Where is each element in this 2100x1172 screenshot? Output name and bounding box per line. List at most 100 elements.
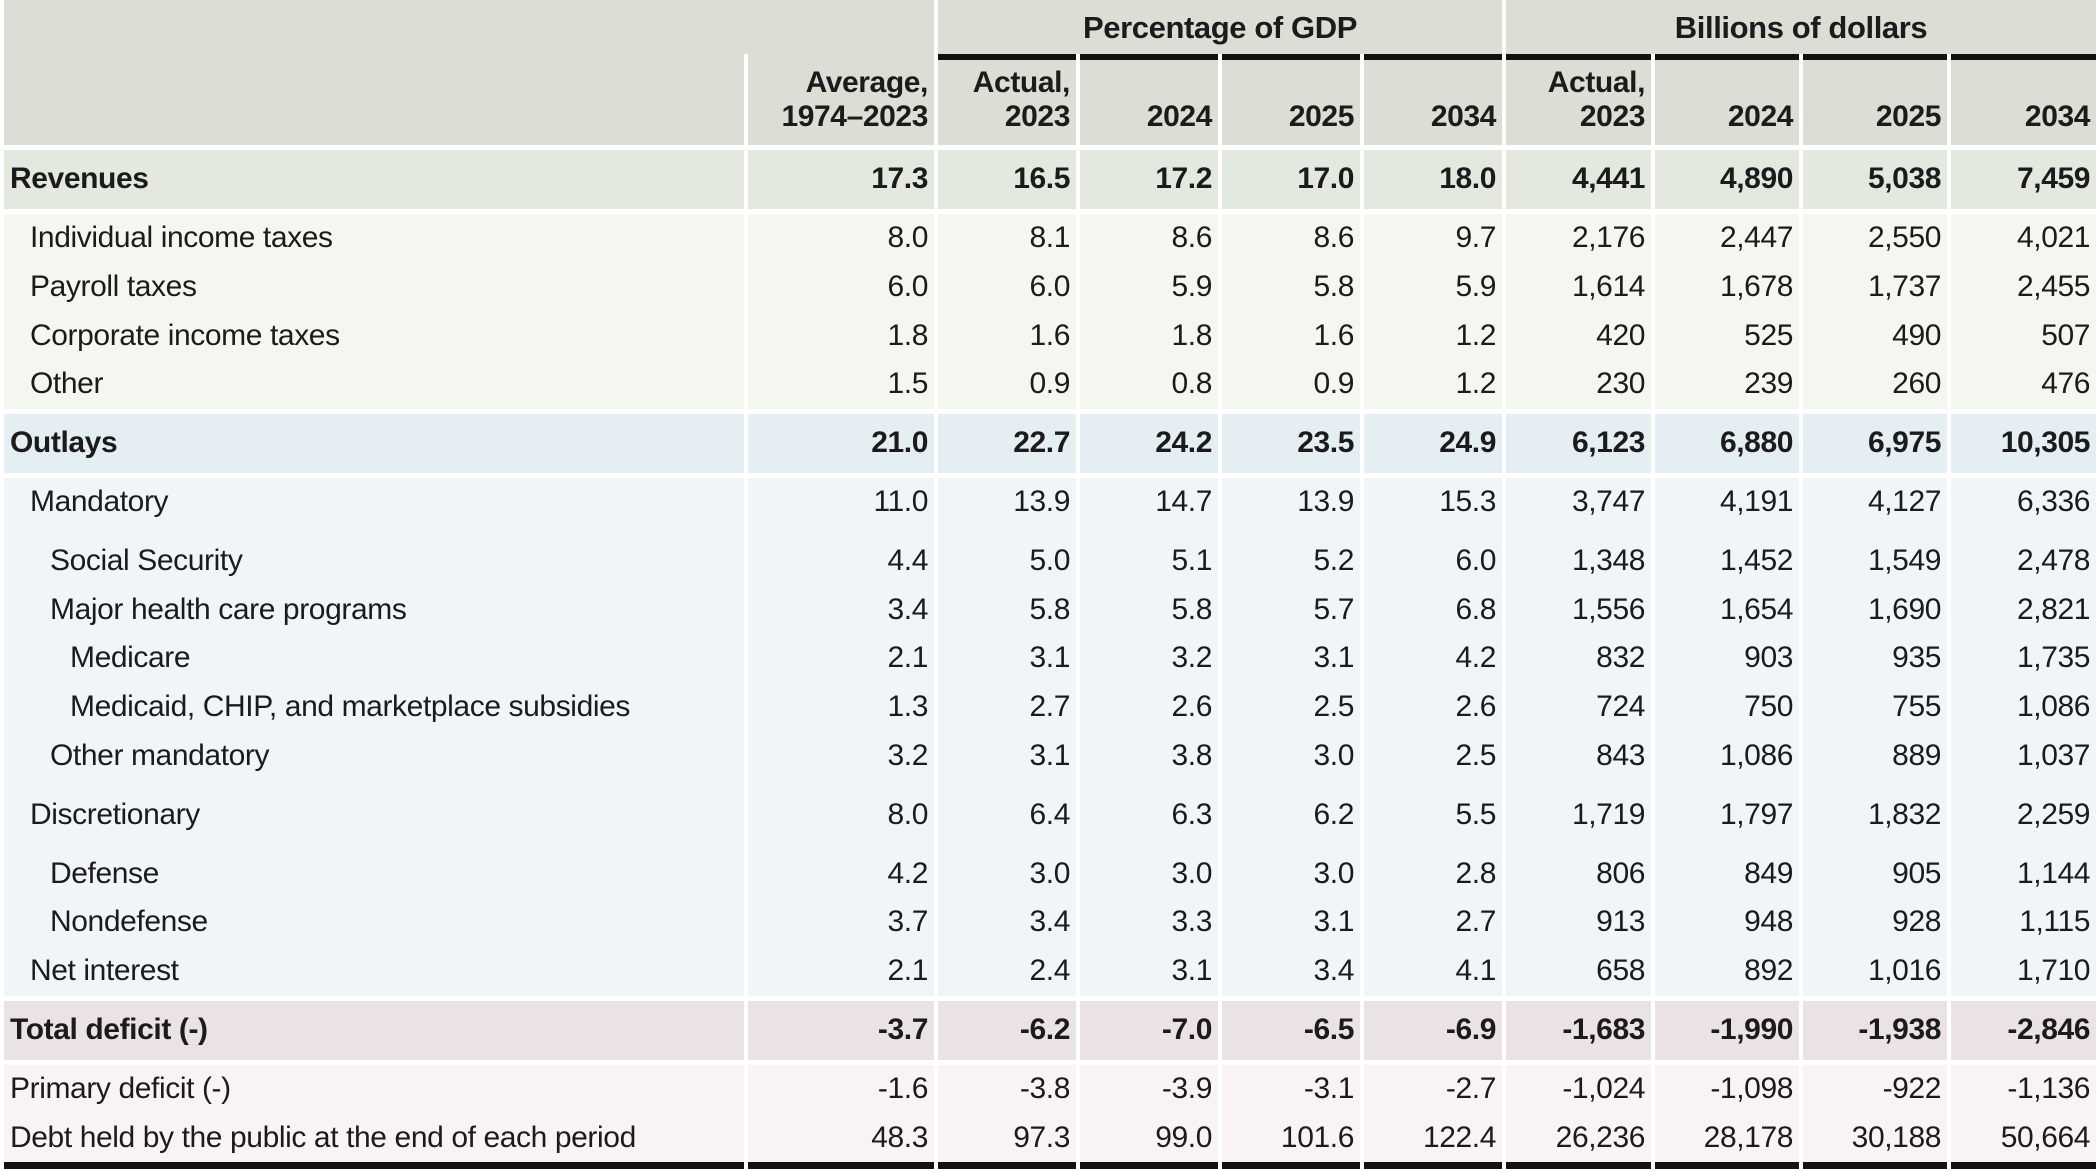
cell: 1.6 <box>1029 318 1070 352</box>
cell: 17.3 <box>871 162 928 196</box>
cell: 755 <box>1892 690 1942 724</box>
row-label: Other mandatory <box>50 738 270 772</box>
table-row: Major health care programs 3.4 5.8 5.8 5.7 6.… <box>4 585 2097 635</box>
cell: -1,683 <box>1562 1012 1646 1046</box>
cell: 3.2 <box>1171 641 1212 675</box>
cell: 6,975 <box>1867 426 1942 460</box>
cell: 9.7 <box>1455 220 1497 254</box>
cell: 1,832 <box>1867 797 1942 831</box>
section-gap-cell <box>4 995 2097 1001</box>
cell: 2.7 <box>1029 690 1070 724</box>
cell: 2.1 <box>887 954 928 988</box>
cell: 15.3 <box>1439 484 1497 518</box>
cell: 14.7 <box>1155 484 1212 518</box>
section-gap-cell <box>4 208 2097 214</box>
cell: 3.1 <box>1313 641 1354 675</box>
cell: 3.3 <box>1171 905 1212 939</box>
cell: 6.0 <box>1455 543 1497 577</box>
cell: 10,305 <box>2000 426 2091 460</box>
cell: 48.3 <box>748 1114 934 1170</box>
cell: 11.0 <box>873 484 928 518</box>
cell: 30,188 <box>1803 1114 1948 1170</box>
cell: 2.8 <box>1455 856 1497 890</box>
cell: 0.8 <box>1171 367 1212 401</box>
cell: 1,735 <box>2016 641 2091 675</box>
cell: 28,178 <box>1655 1114 1800 1170</box>
table-row: Defense 4.2 3.0 3.0 3.0 2.8 806 849 905 1,144 <box>4 839 2097 899</box>
column-header-rowlabel <box>4 54 744 146</box>
cell: 3.1 <box>1029 641 1070 675</box>
row-label: Corporate income taxes <box>30 318 340 352</box>
section-gap-cell <box>4 472 2097 478</box>
table-row: Medicaid, CHIP, and marketplace subsidie… <box>4 683 2097 732</box>
cell: 1,115 <box>2019 905 2091 939</box>
cell: 3.8 <box>1171 738 1212 772</box>
cell: 4.4 <box>887 543 928 577</box>
cell: 1,144 <box>2016 856 2091 890</box>
row-label: Discretionary <box>30 797 200 831</box>
cell: 3.4 <box>1029 905 1070 939</box>
cell: 18.0 <box>1439 162 1497 196</box>
cell: 905 <box>1892 856 1942 890</box>
cell: 3.4 <box>1313 954 1354 988</box>
column-header-row: Average, 1974–2023 Actual, 2023 2024 202… <box>4 54 2097 146</box>
cell: -1.6 <box>877 1071 929 1105</box>
cell: 2,821 <box>2016 592 2091 626</box>
table-row: Outlays 21.0 22.7 24.2 23.5 24.9 6,123 6,880 6,9… <box>4 414 2097 473</box>
row-label: Net interest <box>30 954 179 988</box>
cell: -6.2 <box>1019 1012 1071 1046</box>
header-spacer <box>4 0 934 54</box>
cell: 750 <box>1744 690 1794 724</box>
cell: 3.1 <box>1029 738 1070 772</box>
cell: 5.5 <box>1455 797 1497 831</box>
cell: 6,123 <box>1571 426 1646 460</box>
cell: 23.5 <box>1297 426 1354 460</box>
cell: 4,191 <box>1719 484 1794 518</box>
cell: 5.1 <box>1171 543 1212 577</box>
cell: -2.7 <box>1445 1071 1497 1105</box>
cell: -2,846 <box>2007 1012 2091 1046</box>
cell: 1,556 <box>1571 592 1646 626</box>
cell: 1,086 <box>1719 738 1794 772</box>
cell: 658 <box>1596 954 1646 988</box>
cell: 0.9 <box>1029 367 1070 401</box>
table-row: Discretionary 8.0 6.4 6.3 6.2 5.5 1,719 1,797 1,… <box>4 780 2097 840</box>
cell: 490 <box>1892 318 1942 352</box>
cell: 2.6 <box>1455 690 1497 724</box>
cell: -1,990 <box>1710 1012 1794 1046</box>
cell: 5.8 <box>1029 592 1070 626</box>
cell: 4,890 <box>1719 162 1794 196</box>
cell: 525 <box>1744 318 1794 352</box>
column-header-gdp-actual-2023: Actual, 2023 <box>938 54 1076 146</box>
cell: 6.4 <box>1029 797 1070 831</box>
cell: -6.5 <box>1303 1012 1355 1046</box>
row-label: Payroll taxes <box>30 269 197 303</box>
row-label: Debt held by the public at the end of ea… <box>4 1114 744 1170</box>
cell: -7.0 <box>1161 1012 1213 1046</box>
cell: 507 <box>2041 318 2091 352</box>
cell: 3.7 <box>887 905 928 939</box>
table-row: Revenues 17.3 16.5 17.2 17.0 18.0 4,441 4,890 5,… <box>4 150 2097 209</box>
column-header-bil-actual-2023: Actual, 2023 <box>1506 54 1652 146</box>
table-row: Total deficit (-) -3.7 -6.2 -7.0 -6.5 -6.9 -1,… <box>4 1000 2097 1060</box>
row-label: Mandatory <box>30 484 169 518</box>
cell: 7,459 <box>2016 162 2091 196</box>
cell: 21.0 <box>871 426 928 460</box>
cell: -3.9 <box>1161 1071 1213 1105</box>
table-header: Percentage of GDP Billions of dollars Av… <box>4 0 2097 146</box>
cell: 8.1 <box>1029 220 1070 254</box>
cell: 476 <box>2041 367 2091 401</box>
cell: 1,690 <box>1867 592 1942 626</box>
section-gap <box>4 995 2097 1001</box>
cell: 2,478 <box>2016 543 2091 577</box>
cell: 230 <box>1596 367 1646 401</box>
group-header-row: Percentage of GDP Billions of dollars <box>4 0 2097 54</box>
cell: 892 <box>1744 954 1794 988</box>
cell: 6.0 <box>887 269 928 303</box>
cell: 4.2 <box>887 856 928 890</box>
cell: 1,797 <box>1719 797 1794 831</box>
cell: 2,259 <box>2016 797 2091 831</box>
column-header-bil-2024: 2024 <box>1655 54 1800 146</box>
section-gap-cell <box>4 409 2097 415</box>
cell: 832 <box>1596 641 1646 675</box>
